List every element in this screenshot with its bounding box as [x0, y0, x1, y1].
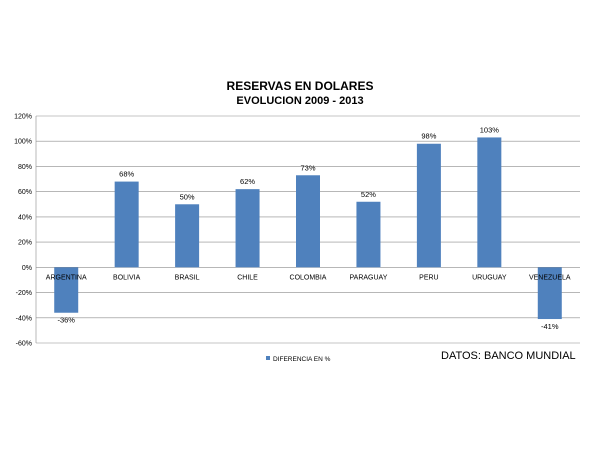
y-tick-label: 80%	[18, 164, 32, 171]
data-label: 50%	[180, 192, 195, 201]
data-label: 98%	[421, 132, 436, 141]
y-tick-label: -40%	[16, 315, 32, 322]
chart-title: RESERVAS EN DOLARES	[226, 79, 374, 93]
x-tick-label: BRASIL	[175, 274, 200, 281]
bar-paraguay	[356, 201, 381, 268]
y-tick-label: -20%	[16, 290, 32, 297]
data-label: 68%	[119, 170, 134, 179]
x-tick-label: COLOMBIA	[290, 274, 327, 281]
chart-subtitle: EVOLUCION 2009 - 2013	[236, 95, 364, 107]
bar-uruguay	[477, 137, 502, 268]
legend-swatch	[266, 356, 270, 360]
bar-colombia	[296, 175, 320, 268]
y-tick-label: 60%	[18, 189, 32, 196]
y-tick-label: 0%	[22, 265, 32, 272]
x-tick-label: PERU	[419, 274, 438, 281]
data-label: 103%	[480, 125, 500, 134]
data-label: 62%	[240, 177, 255, 186]
y-tick-label: -60%	[16, 341, 32, 348]
data-label: -36%	[57, 316, 75, 325]
legend-label: DIFERENCIA EN %	[273, 356, 331, 363]
x-tick-label: ARGENTINA	[46, 274, 87, 281]
x-tick-label: BOLIVIA	[113, 274, 141, 281]
data-label: 73%	[300, 163, 315, 172]
bar-chile	[235, 189, 260, 268]
y-tick-label: 120%	[14, 114, 32, 121]
bar-venezuela	[537, 267, 562, 320]
bar-bolivia	[114, 181, 139, 268]
source-note: DATOS: BANCO MUNDIAL	[441, 350, 576, 362]
data-label: -41%	[541, 322, 559, 331]
bar-argentina	[54, 267, 79, 313]
y-tick-label: 100%	[14, 139, 32, 146]
y-tick-label: 40%	[18, 214, 32, 221]
x-tick-label: PARAGUAY	[350, 274, 388, 281]
data-label: 52%	[361, 190, 376, 199]
x-tick-label: URUGUAY	[472, 274, 507, 281]
bar-brasil	[175, 204, 200, 268]
bar-peru	[416, 143, 441, 268]
y-tick-label: 20%	[18, 240, 32, 247]
x-tick-label: CHILE	[237, 274, 258, 281]
x-tick-label: VENEZUELA	[529, 274, 571, 281]
